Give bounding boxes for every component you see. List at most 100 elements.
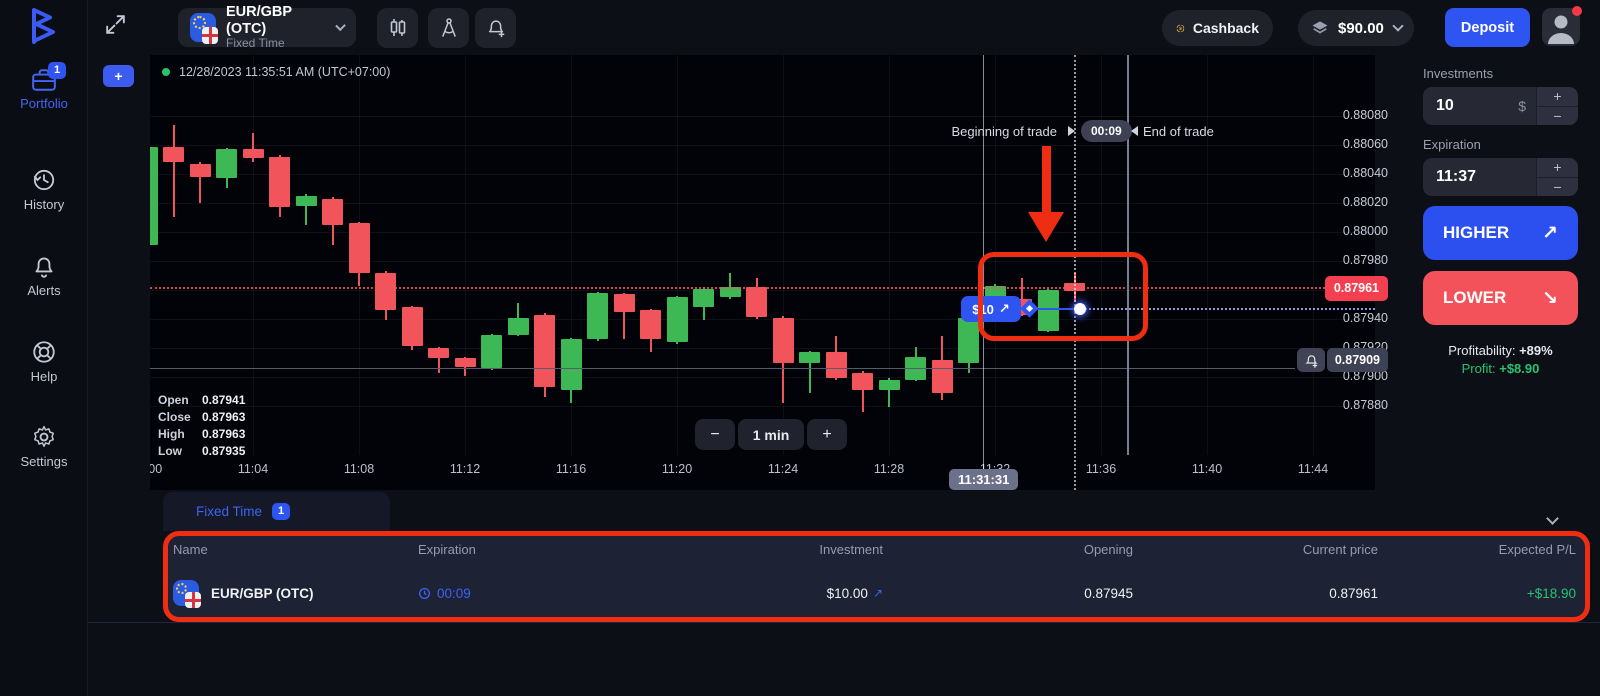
sidebar-item-help[interactable]: Help	[0, 339, 88, 384]
ohlc-value: 0.87963	[202, 427, 246, 441]
candle-body	[587, 292, 608, 340]
current-price-badge: 0.87961	[1324, 276, 1388, 301]
add-tab-button[interactable]: +	[103, 65, 134, 87]
gear-icon	[34, 425, 54, 447]
down-arrow-icon: ↘	[1542, 287, 1558, 309]
gridline-v	[783, 55, 784, 455]
marker-left-icon	[1131, 126, 1138, 136]
app-logo[interactable]	[26, 8, 60, 49]
cashback-button[interactable]: $ Cashback	[1162, 10, 1273, 46]
investment-value[interactable]: 10	[1436, 97, 1454, 114]
candle-wick	[861, 371, 864, 412]
candle-body	[428, 348, 449, 359]
expiration-input[interactable]: 11:37 + −	[1423, 158, 1578, 196]
sidebar-item-history[interactable]: History	[0, 167, 88, 212]
candle-wick	[623, 292, 625, 340]
expiration-value[interactable]: 11:37	[1436, 168, 1477, 185]
gridline-v	[1207, 55, 1208, 455]
balance-selector[interactable]: $90.00	[1298, 10, 1414, 46]
candle-body	[666, 297, 688, 343]
time-tick-label: 11:44	[1297, 462, 1329, 476]
cashback-coin-icon: $	[1176, 24, 1185, 32]
candle-wick	[729, 272, 731, 299]
drawing-tools-button[interactable]	[428, 8, 469, 48]
zoom-in-button[interactable]: +	[807, 419, 847, 450]
deposit-button[interactable]: Deposit	[1445, 8, 1530, 47]
eurgbp-flag-icon	[190, 13, 218, 44]
gridline-v	[1101, 55, 1102, 455]
collapse-panel-button[interactable]	[1546, 510, 1559, 528]
current-time-vline	[1074, 55, 1076, 490]
investment-minus-button[interactable]: −	[1553, 107, 1562, 124]
position-investment: $10.00	[826, 585, 868, 601]
sidebar-item-label: History	[23, 197, 65, 212]
ohlc-value: 0.87963	[202, 410, 246, 424]
candle-body	[295, 195, 317, 206]
trade-open-vline	[983, 55, 984, 475]
time-tick-label: 11:16	[555, 462, 587, 476]
gridline-v	[253, 55, 254, 455]
candle-body	[242, 149, 264, 159]
investment-plus-button[interactable]: +	[1537, 87, 1578, 107]
begin-trade-label: Beginning of trade	[951, 124, 1057, 139]
bell-plus-icon	[488, 20, 504, 38]
alert-price-badge: 0.87909	[1326, 348, 1388, 372]
ohlc-label: High	[158, 427, 185, 441]
gridline-h	[150, 145, 1375, 146]
higher-button[interactable]: HIGHER ↗	[1423, 206, 1578, 260]
marker-right-icon	[1068, 126, 1075, 136]
expiration-plus-button[interactable]: +	[1537, 158, 1578, 178]
expiration-minus-button[interactable]: −	[1553, 178, 1562, 195]
chart-area[interactable]: 11:00 11:04 11:08 11:12 11:16 11:20 11:24 11:28…	[150, 55, 1375, 490]
bell-icon	[35, 257, 53, 278]
sidebar-item-alerts[interactable]: Alerts	[0, 253, 88, 298]
alert-bell-button[interactable]	[1297, 348, 1325, 372]
candle-body	[640, 310, 661, 340]
candle-body	[719, 287, 741, 298]
position-row[interactable]: EUR/GBP (OTC) 00:09 $10.00 ↗ 0.87945 0.8…	[163, 573, 1590, 613]
asset-selector[interactable]: EUR/GBP (OTC) Fixed Time	[178, 4, 356, 50]
market-open-dot-icon	[162, 68, 170, 76]
profit-value: +$8.90	[1499, 361, 1540, 376]
investment-input[interactable]: 10 $ + −	[1423, 87, 1578, 125]
position-expiration: 00:09	[437, 585, 471, 601]
positions-header: Name Expiration Investment Opening Curre…	[163, 542, 1590, 557]
price-tick-label: 0.87980	[1342, 253, 1388, 267]
candle-body	[799, 352, 820, 363]
tab-fixed-time[interactable]: Fixed Time 1	[163, 492, 390, 531]
ohlc-value: 0.87941	[202, 393, 246, 407]
sidebar-item-portfolio[interactable]: 1 Portfolio	[0, 62, 88, 111]
chart-type-button[interactable]	[377, 8, 418, 48]
candle-body	[772, 317, 794, 363]
chevron-down-icon	[1546, 512, 1559, 525]
tutorial-arrow-head	[1028, 212, 1064, 242]
expand-icon	[106, 15, 125, 34]
col-opening: Opening	[1083, 542, 1133, 557]
time-tick-label: 11:36	[1085, 462, 1117, 476]
trade-amount-label: $10	[972, 301, 994, 317]
higher-label: HIGHER	[1443, 223, 1510, 242]
fullscreen-toggle[interactable]	[103, 12, 128, 42]
currency-symbol: $	[1518, 98, 1526, 114]
expiration-stepper: + −	[1536, 158, 1578, 196]
zoom-out-button[interactable]: −	[695, 419, 735, 450]
add-alert-button[interactable]	[475, 8, 516, 48]
gridline-v	[995, 55, 996, 455]
lower-button[interactable]: LOWER ↘	[1423, 271, 1578, 325]
profitability-label: Profitability:	[1448, 343, 1516, 358]
time-tick-label: 11:08	[343, 462, 375, 476]
portfolio-badge: 1	[48, 62, 66, 79]
profile-avatar[interactable]	[1542, 6, 1582, 46]
gridline-h	[150, 406, 1375, 407]
sidebar-item-label: Help	[30, 369, 58, 384]
tab-badge: 1	[272, 503, 291, 520]
sidebar-item-settings[interactable]: Settings	[0, 424, 88, 469]
ohlc-readout: Open 0.87941 Close 0.87963 High 0.87963 Low…	[158, 392, 245, 460]
eurgbp-flag-icon	[173, 580, 201, 608]
candle-body	[401, 307, 423, 347]
gridline-h	[150, 203, 1375, 204]
candle-body	[481, 335, 502, 369]
candle-body	[507, 317, 529, 335]
profit-line: Profit: +$8.90	[1423, 361, 1578, 376]
interval-label[interactable]: 1 min	[738, 419, 804, 450]
